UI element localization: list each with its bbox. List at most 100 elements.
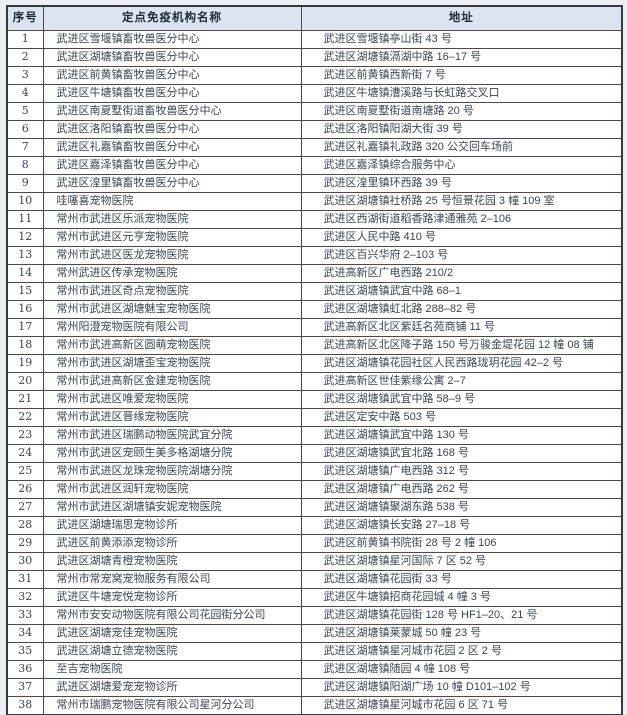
table-row: 12 常州市武进区元亨宠物医院 武进区人民中路 410 号: [6, 228, 623, 247]
institution-address-cell: 武进区湖塘镇星河城市花园 6 区 71 号: [300, 696, 623, 715]
table-row: 21 常州市武进区唯爱宠物医院 武进区湖塘镇武宜中路 58–9 号: [6, 390, 623, 409]
row-number-cell: 23: [6, 426, 44, 445]
institution-name-cell: 武进区牛塘镇畜牧兽医分中心: [42, 84, 302, 103]
institution-address-cell: 武进区湖塘镇阳湖广场 10 幢 D101–102 号: [300, 678, 623, 697]
row-number-cell: 38: [6, 696, 44, 715]
row-number-cell: 2: [6, 48, 44, 67]
table-row: 38 常州市瑞鹏宠物医院有限公司星河分公司 武进区湖塘镇星河城市花园 6 区 7…: [6, 696, 623, 715]
table-header-row: 序号 定点免疫机构名称 地址: [6, 5, 623, 31]
institution-address-cell: 武进区湟里镇环西路 39 号: [300, 174, 623, 193]
institution-address-cell: 武进区湖塘镇社桥路 25 号恒景花园 3 幢 109 室: [300, 192, 623, 211]
institution-address-cell: 武进高新区世佳紫缘公寓 2–7: [300, 372, 623, 391]
row-number-cell: 28: [6, 516, 44, 535]
institution-address-cell: 武进区湖塘镇虹北路 288–82 号: [300, 300, 623, 319]
institution-name-cell: 常州市武进区元亨宠物医院: [42, 228, 302, 247]
row-number-cell: 26: [6, 480, 44, 499]
table-row: 13 常州市武进区医龙宠物医院 武进区百兴华府 2–103 号: [6, 246, 623, 265]
institution-address-cell: 武进区湖塘镇武宜中路 130 号: [300, 426, 623, 445]
institution-name-cell: 武进区湖塘爱宠宠物诊所: [42, 678, 302, 697]
row-number-cell: 36: [6, 660, 44, 679]
table-body: 1 武进区雪堰镇畜牧兽医分中心 武进区雪堰镇亭山街 43 号 2 武进区湖塘镇畜…: [6, 30, 623, 715]
row-number-cell: 1: [6, 30, 44, 49]
institution-name-cell: 武进区湖塘立德宠物医院: [42, 642, 302, 661]
table-row: 2 武进区湖塘镇畜牧兽医分中心 武进区湖塘镇滆湖中路 16–17 号: [6, 48, 623, 67]
institution-name-cell: 武进区湖塘青橙宠物医院: [42, 552, 302, 571]
institution-address-cell: 武进区湖塘镇花园街 128 号 HF1–20、21 号: [300, 606, 623, 625]
institution-name-cell: 武进区湟里镇畜牧兽医分中心: [42, 174, 302, 193]
institution-address-cell: 武进高新区广电西路 210/2: [300, 264, 623, 283]
institution-name-cell: 武进区礼嘉镇畜牧兽医分中心: [42, 138, 302, 157]
institution-address-cell: 武进区西湖街道稻香路津通雅苑 2–106: [300, 210, 623, 229]
institution-address-cell: 武进区湖塘镇聚湖东路 538 号: [300, 498, 623, 517]
row-number-cell: 14: [6, 264, 44, 283]
institution-address-cell: 武进区湖塘镇莱蒙城 50 幢 23 号: [300, 624, 623, 643]
table-row: 37 武进区湖塘爱宠宠物诊所 武进区湖塘镇阳湖广场 10 幢 D101–102 …: [6, 678, 623, 697]
institution-name-cell: 武进区洛阳镇畜牧兽医分中心: [42, 120, 302, 139]
institution-name-cell: 至吉宠物医院: [42, 660, 302, 679]
institution-address-cell: 武进区百兴华府 2–103 号: [300, 246, 623, 265]
institution-address-cell: 武进高新区北区降子路 150 号万骏金堤花园 12 幢 08 铺: [300, 336, 623, 355]
institution-address-cell: 武进区湖塘镇随园 4 幢 108 号: [300, 660, 623, 679]
institution-address-cell: 武进高新区北区紫廷名苑商铺 11 号: [300, 318, 623, 337]
institution-name-cell: 常州市武进区医龙宠物医院: [42, 246, 302, 265]
row-number-cell: 4: [6, 84, 44, 103]
row-number-cell: 7: [6, 138, 44, 157]
table-row: 7 武进区礼嘉镇畜牧兽医分中心 武进区礼嘉镇礼政路 320 公交回车场前: [6, 138, 623, 157]
column-header-institution-name: 定点免疫机构名称: [42, 5, 302, 31]
row-number-cell: 10: [6, 192, 44, 211]
institution-name-cell: 常州市安安动物医院有限公司花园街分公司: [42, 606, 302, 625]
institution-name-cell: 武进区湖塘瑞思宠物诊所: [42, 516, 302, 535]
institution-address-cell: 武进区定安中路 503 号: [300, 408, 623, 427]
row-number-cell: 12: [6, 228, 44, 247]
table-row: 34 武进区湖塘宠佳宠物医院 武进区湖塘镇莱蒙城 50 幢 23 号: [6, 624, 623, 643]
institution-address-cell: 武进区湖塘镇武宜中路 58–9 号: [300, 390, 623, 409]
column-header-address: 地址: [300, 5, 623, 31]
table-row: 22 常州市武进区晋缘宠物医院 武进区定安中路 503 号: [6, 408, 623, 427]
table-row: 4 武进区牛塘镇畜牧兽医分中心 武进区牛塘镇漕溪路与长虹路交叉口: [6, 84, 623, 103]
table-row: 26 常州市武进区润轩宠物医院 武进区湖塘镇广电西路 262 号: [6, 480, 623, 499]
table-row: 29 武进区前黄添添宠物诊所 武进区前黄镇书院街 28 号 2 幢 106: [6, 534, 623, 553]
row-number-cell: 19: [6, 354, 44, 373]
table-row: 14 常州武进区传承宠物医院 武进高新区广电西路 210/2: [6, 264, 623, 283]
institution-address-cell: 武进区湖塘镇星河国际 7 区 52 号: [300, 552, 623, 571]
table-row: 30 武进区湖塘青橙宠物医院 武进区湖塘镇星河国际 7 区 52 号: [6, 552, 623, 571]
row-number-cell: 20: [6, 372, 44, 391]
institution-name-cell: 常州市武进区瑞鹏动物医院武宜分院: [42, 426, 302, 445]
table-row: 24 常州市武进区宠颐生美多格湖塘分院 武进区湖塘镇武宜北路 168 号: [6, 444, 623, 463]
institution-name-cell: 武进区湖塘镇畜牧兽医分中心: [42, 48, 302, 67]
table-row: 8 武进区嘉泽镇畜牧兽医分中心 武进区嘉泽镇综合服务中心: [6, 156, 623, 175]
institution-name-cell: 常州市武进高新区金建宠物医院: [42, 372, 302, 391]
row-number-cell: 33: [6, 606, 44, 625]
institution-name-cell: 常州市武进区乐派宠物医院: [42, 210, 302, 229]
row-number-cell: 9: [6, 174, 44, 193]
institution-name-cell: 武进区牛塘宠悦宠物诊所: [42, 588, 302, 607]
row-number-cell: 8: [6, 156, 44, 175]
institution-name-cell: 常州市武进区奇点宠物医院: [42, 282, 302, 301]
row-number-cell: 16: [6, 300, 44, 319]
institution-name-cell: 常州市常宠窝宠物服务有限公司: [42, 570, 302, 589]
table-row: 9 武进区湟里镇畜牧兽医分中心 武进区湟里镇环西路 39 号: [6, 174, 623, 193]
table-row: 16 常州市武进区湖塘魅宝宠物医院 武进区湖塘镇虹北路 288–82 号: [6, 300, 623, 319]
column-header-number: 序号: [6, 5, 44, 31]
institution-name-cell: 武进区南夏墅街道畜牧兽医分中心: [42, 102, 302, 121]
institution-address-cell: 武进区湖塘镇广电西路 262 号: [300, 480, 623, 499]
institution-name-cell: 常州市武进区宠颐生美多格湖塘分院: [42, 444, 302, 463]
institution-name-cell: 哇噻喜宠物医院: [42, 192, 302, 211]
row-number-cell: 21: [6, 390, 44, 409]
row-number-cell: 18: [6, 336, 44, 355]
institution-name-cell: 武进区湖塘宠佳宠物医院: [42, 624, 302, 643]
table-row: 20 常州市武进高新区金建宠物医院 武进高新区世佳紫缘公寓 2–7: [6, 372, 623, 391]
institution-address-cell: 武进区湖塘镇武宜北路 168 号: [300, 444, 623, 463]
table-row: 18 常州市武进高新区圆萌宠物医院 武进高新区北区降子路 150 号万骏金堤花园…: [6, 336, 623, 355]
row-number-cell: 27: [6, 498, 44, 517]
row-number-cell: 11: [6, 210, 44, 229]
row-number-cell: 34: [6, 624, 44, 643]
institution-name-cell: 常州市武进区龙珠宠物医院湖塘分院: [42, 462, 302, 481]
table-row: 19 常州市武进区湖塘歪宝宠物医院 武进区湖塘镇花园社区人民西路珑玥花园 42–…: [6, 354, 623, 373]
institution-address-cell: 武进区湖塘镇长安路 27–18 号: [300, 516, 623, 535]
row-number-cell: 3: [6, 66, 44, 85]
table-row: 28 武进区湖塘瑞思宠物诊所 武进区湖塘镇长安路 27–18 号: [6, 516, 623, 535]
institution-name-cell: 常州市武进高新区圆萌宠物医院: [42, 336, 302, 355]
row-number-cell: 5: [6, 102, 44, 121]
